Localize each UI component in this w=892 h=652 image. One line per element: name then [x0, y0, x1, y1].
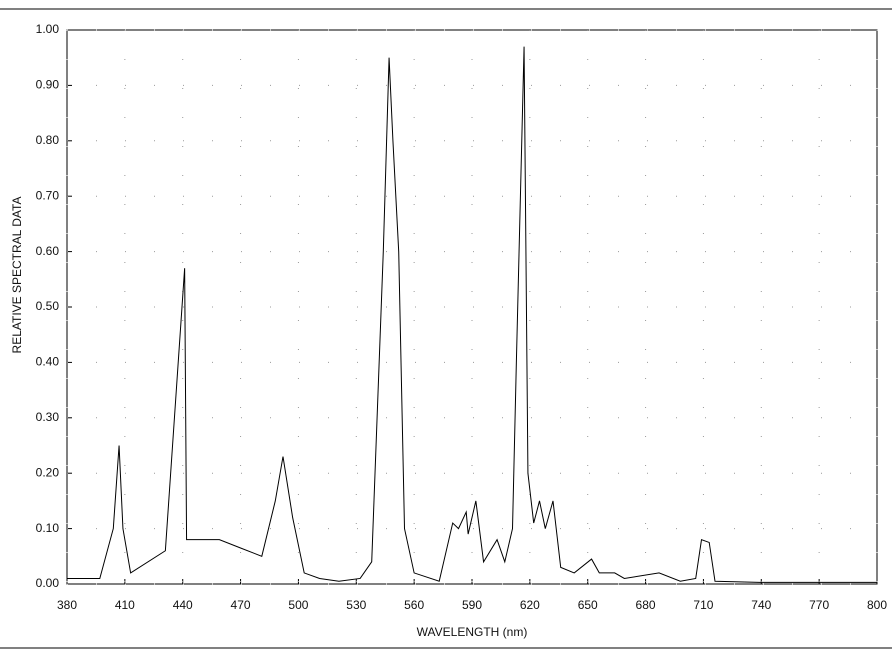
x-tick-label: 530	[346, 598, 366, 612]
x-tick-label: 680	[636, 598, 656, 612]
x-tick-label: 620	[520, 598, 540, 612]
x-tick-label: 740	[751, 598, 771, 612]
x-tick-label: 800	[867, 598, 887, 612]
y-tick-label: 1.00	[36, 22, 60, 36]
spectrum-line	[67, 46, 877, 583]
y-tick-label: 0.80	[36, 133, 60, 147]
x-tick-label: 770	[809, 598, 829, 612]
x-tick-label: 650	[578, 598, 598, 612]
x-tick-label: 380	[57, 598, 77, 612]
y-tick-label: 0.20	[36, 465, 60, 479]
y-tick-label: 0.30	[36, 410, 60, 424]
x-tick-label: 440	[173, 598, 193, 612]
x-tick-label: 500	[288, 598, 308, 612]
x-tick-label: 560	[404, 598, 424, 612]
x-tick-label: 470	[231, 598, 251, 612]
y-tick-label: 0.40	[36, 355, 60, 369]
y-tick-label: 0.10	[36, 521, 60, 535]
plot-frame	[66, 29, 878, 585]
x-axis-title: WAVELENGTH (nm)	[417, 625, 528, 639]
y-tick-label: 0.60	[36, 244, 60, 258]
y-tick-label: 0.00	[36, 576, 60, 590]
x-tick-label: 590	[462, 598, 482, 612]
y-tick-label: 0.50	[36, 299, 60, 313]
y-tick-label: 0.70	[36, 188, 60, 202]
y-tick-label: 0.90	[36, 78, 60, 92]
x-tick-label: 710	[693, 598, 713, 612]
x-tick-label: 410	[115, 598, 135, 612]
y-axis-title: RELATIVE SPECTRAL DATA	[10, 197, 24, 354]
